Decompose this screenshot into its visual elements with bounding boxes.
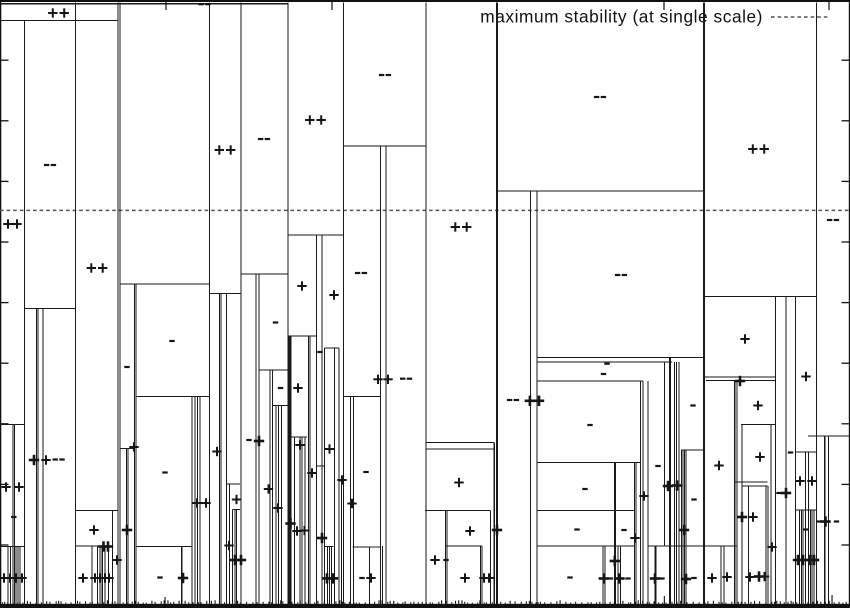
svg-text:maximum stability (at single s: maximum stability (at single scale) (480, 7, 763, 27)
